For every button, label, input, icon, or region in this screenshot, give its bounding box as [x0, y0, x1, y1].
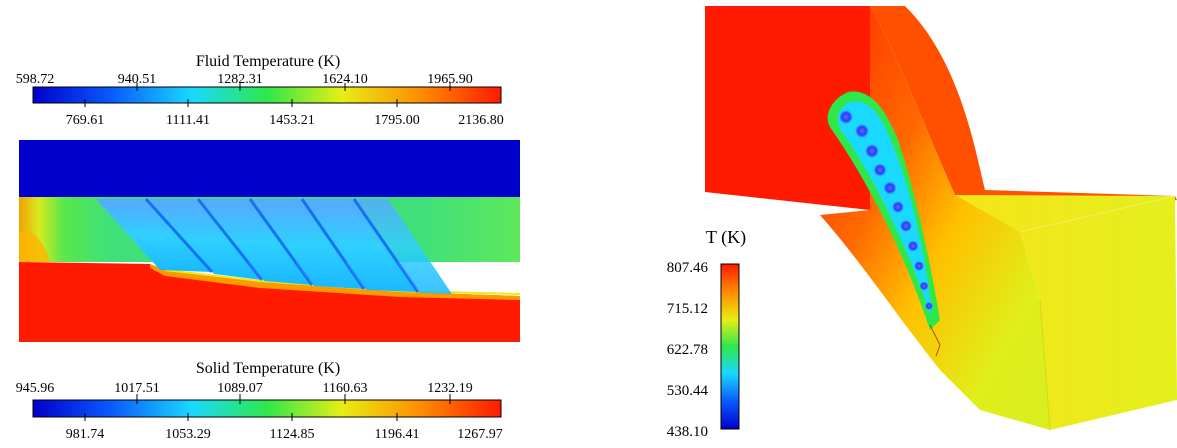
fluid-bottom-ticks: 769.61 1111.41 1453.21 1795.00 2136.80: [66, 113, 504, 128]
film-hole-7: [900, 220, 912, 232]
blade-tick-715.12: 715.12: [667, 301, 708, 317]
solid-tick-1089.07: 1089.07: [217, 381, 263, 396]
cooling-hole-1: [96, 199, 212, 272]
film-hole-4: [873, 163, 887, 177]
coolant-plenum-region: [19, 140, 520, 197]
film-hole-5: [883, 181, 897, 195]
solid-wall-region: [19, 262, 520, 342]
cooling-hole-3: [200, 199, 312, 285]
solid-colorbar-gradient: [32, 399, 502, 418]
blade-3d-view: [705, 6, 1177, 431]
cooling-hole-5: [304, 199, 418, 292]
fluid-tick-1965.90: 1965.90: [427, 72, 473, 87]
solid-tick-945.96: 945.96: [16, 381, 55, 396]
film-hole-9: [914, 261, 924, 271]
solid-colorbar-title: Solid Temperature (K): [196, 360, 340, 377]
fluid-tick-1795.00: 1795.00: [374, 113, 420, 128]
fluid-colorbar-title: Fluid Temperature (K): [196, 53, 340, 70]
fluid-tick-940.51: 940.51: [118, 72, 157, 87]
fluid-colorbar-gradient: [32, 86, 502, 104]
fluid-top-ticks: 598.72 940.51 1282.31 1624.10 1965.90: [16, 72, 473, 87]
solid-tick-1017.51: 1017.51: [114, 381, 160, 396]
cooling-hole-4: [252, 199, 364, 289]
fluid-tick-769.61: 769.61: [66, 113, 105, 128]
blade-colorbar: T (K) 807.46 715.12 622.78 530.44 438.10: [667, 227, 746, 440]
film-hole-6: [892, 201, 904, 213]
solid-tick-1267.97: 1267.97: [457, 427, 503, 442]
blade-film-cooling-holes: [839, 110, 933, 310]
film-hole-2: [855, 124, 869, 138]
solid-tick-1196.41: 1196.41: [375, 427, 420, 442]
blade-tick-622.78: 622.78: [667, 342, 708, 358]
blade-back-face: [705, 6, 870, 210]
fluid-tick-1111.41: 1111.41: [166, 113, 210, 128]
blade-tick-530.44: 530.44: [667, 383, 709, 399]
film-hole-10: [919, 281, 929, 291]
solid-colorbar: Solid Temperature (K) 945.96 1017.51 108…: [16, 360, 503, 442]
solid-tick-1160.63: 1160.63: [323, 381, 368, 396]
fluid-tick-1624.10: 1624.10: [322, 72, 368, 87]
fluid-colorbar: Fluid Temperature (K) 598.72 940.51 1282…: [16, 53, 504, 128]
blade-platform-right: [955, 195, 1177, 430]
film-cooling-cross-section: [19, 140, 521, 342]
cooling-holes: [96, 197, 452, 294]
fluid-tick-1282.31: 1282.31: [217, 72, 263, 87]
film-hole-11: [925, 302, 933, 310]
blade-tick-438.10: 438.10: [667, 424, 708, 440]
solid-tick-marks: [84, 394, 451, 421]
film-hole-3: [865, 144, 879, 158]
film-hole-1: [839, 110, 853, 124]
blade-colorbar-gradient: [720, 263, 740, 430]
solid-bottom-ticks: 981.74 1053.29 1124.85 1196.41 1267.97: [66, 427, 503, 442]
solid-tick-1232.19: 1232.19: [427, 381, 473, 396]
solid-tick-981.74: 981.74: [66, 427, 105, 442]
film-hole-8: [907, 240, 919, 252]
cooling-hole-2: [148, 199, 262, 280]
fluid-tick-2136.80: 2136.80: [458, 113, 504, 128]
fluid-tick-598.72: 598.72: [16, 72, 55, 87]
cooling-hole-6: [356, 199, 452, 294]
blade-top-surface: [870, 6, 1177, 230]
fluid-tick-1453.21: 1453.21: [269, 113, 315, 128]
wall-boundary-layer: [150, 264, 520, 300]
blade-colorbar-title: T (K): [706, 227, 746, 248]
fluid-tick-marks: [84, 83, 451, 107]
blade-tick-807.46: 807.46: [667, 260, 709, 276]
solid-tick-1124.85: 1124.85: [270, 427, 315, 442]
solid-tick-1053.29: 1053.29: [165, 427, 211, 442]
solid-top-ticks: 945.96 1017.51 1089.07 1160.63 1232.19: [16, 381, 473, 396]
